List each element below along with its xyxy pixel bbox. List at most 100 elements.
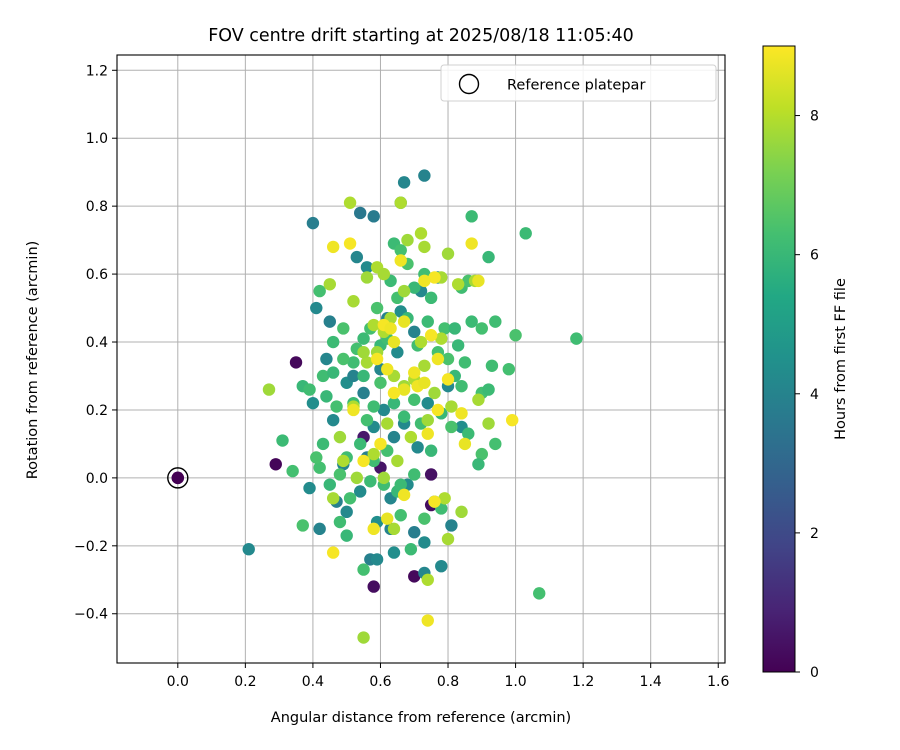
data-point: [408, 325, 421, 339]
data-point: [374, 376, 387, 389]
data-point: [367, 447, 380, 461]
x-axis-label: Angular distance from reference (arcmin): [271, 710, 571, 726]
data-point: [354, 485, 367, 498]
data-point: [377, 403, 391, 417]
data-point: [394, 509, 407, 522]
x-tick-label: 0.2: [234, 674, 256, 690]
data-point: [323, 478, 336, 491]
data-point: [367, 580, 380, 593]
x-axis-ticks: 0.0 0.2 0.4 0.6 0.8 1.0 1.2 1.4 1.6: [167, 663, 729, 690]
data-point: [485, 359, 499, 372]
data-point: [462, 427, 475, 440]
data-point: [354, 206, 367, 220]
data-point: [340, 505, 353, 519]
data-point: [320, 352, 333, 366]
data-point: [242, 543, 255, 556]
data-point: [404, 543, 418, 556]
data-point: [397, 410, 411, 423]
data-point: [431, 352, 445, 366]
x-tick-label: 1.0: [504, 674, 526, 690]
x-tick-label: 0.4: [302, 674, 324, 690]
data-point: [394, 254, 407, 267]
data-point: [340, 529, 353, 542]
data-point: [313, 284, 326, 298]
data-point: [455, 407, 468, 420]
data-point: [357, 631, 370, 644]
y-tick-label: 0.6: [86, 267, 108, 283]
data-point: [408, 281, 421, 294]
data-point: [337, 454, 350, 468]
data-point: [360, 356, 374, 369]
data-point: [397, 383, 411, 396]
data-point: [337, 322, 350, 335]
y-tick-label: 1.2: [86, 63, 108, 79]
data-point: [506, 413, 519, 427]
data-point: [310, 301, 323, 315]
data-point: [489, 437, 502, 451]
x-tick-label: 0.8: [437, 674, 459, 690]
data-point: [347, 403, 360, 417]
legend: Reference platepar: [440, 64, 717, 102]
data-point: [320, 390, 333, 403]
data-point: [418, 376, 431, 389]
data-point: [441, 352, 455, 366]
data-point: [347, 369, 360, 383]
data-point: [384, 322, 397, 335]
data-point: [424, 329, 438, 342]
data-point: [519, 227, 532, 240]
data-point: [509, 329, 522, 342]
data-point: [448, 322, 461, 335]
data-point: [465, 210, 478, 223]
data-point: [475, 447, 488, 461]
data-point: [394, 478, 407, 491]
colorbar-tick-label: 2: [810, 526, 819, 542]
data-point: [370, 352, 384, 366]
x-tick-label: 0.0: [167, 674, 189, 690]
data-point: [414, 227, 428, 240]
data-point: [397, 176, 411, 189]
data-point: [360, 271, 374, 284]
data-point: [408, 366, 421, 379]
data-point: [414, 335, 428, 349]
data-point: [482, 383, 495, 396]
legend-entry-reference-platepar: Reference platepar: [507, 78, 645, 94]
data-point: [357, 563, 370, 576]
data-point: [347, 356, 360, 369]
data-point: [435, 559, 448, 573]
data-point: [475, 322, 488, 335]
data-point: [428, 495, 441, 508]
colorbar-tick-label: 8: [810, 109, 819, 125]
data-point: [333, 515, 347, 529]
colorbar-label: Hours from first FF file: [833, 278, 849, 440]
data-point: [421, 573, 434, 586]
data-point: [421, 396, 434, 410]
data-point: [316, 369, 330, 383]
data-point: [445, 420, 458, 434]
data-point: [326, 366, 340, 379]
data-point: [370, 301, 384, 315]
data-point: [303, 481, 316, 495]
data-point: [381, 417, 394, 430]
data-point: [441, 532, 455, 546]
data-point: [421, 315, 434, 328]
data-point: [343, 196, 357, 209]
data-points: [167, 169, 583, 644]
data-point: [313, 461, 326, 474]
x-tick-label: 1.4: [640, 674, 662, 690]
x-tick-label: 0.6: [369, 674, 391, 690]
data-point: [404, 430, 418, 444]
data-point: [381, 362, 394, 376]
data-point: [326, 335, 340, 349]
data-point: [482, 417, 495, 430]
data-point: [451, 278, 465, 291]
data-point: [360, 413, 374, 427]
data-point: [418, 169, 431, 182]
data-point: [387, 430, 401, 444]
colorbar-ticks: 0 2 4 6 8: [795, 109, 819, 681]
y-tick-label: 0.4: [86, 335, 108, 351]
data-point: [387, 522, 401, 536]
data-point: [286, 464, 299, 478]
data-point: [374, 437, 387, 451]
data-point: [428, 271, 441, 284]
data-point: [455, 505, 468, 519]
